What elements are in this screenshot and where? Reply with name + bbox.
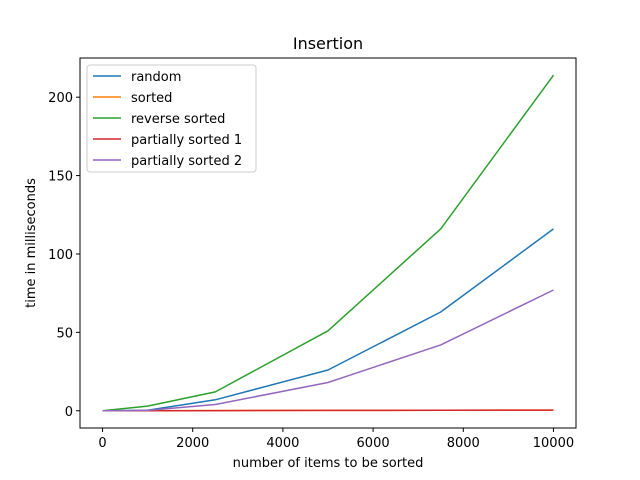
x-axis-ticks: 0 2000 4000 6000 8000 10000 (98, 428, 574, 451)
legend-label-0: random (131, 70, 181, 85)
x-axis-label: number of items to be sorted (233, 456, 424, 471)
x-tick-label: 10000 (533, 436, 574, 451)
legend: random sorted reverse sorted partially sort… (86, 64, 257, 173)
chart-title: Insertion (293, 34, 363, 53)
series-line-4 (102, 289, 554, 412)
legend-box (86, 64, 257, 173)
y-axis-label: time in milliseconds (24, 178, 39, 308)
legend-label-4: partially sorted 2 (131, 154, 242, 169)
y-tick-label: 0 (65, 405, 73, 420)
x-tick-label: 6000 (357, 436, 390, 451)
legend-label-1: sorted (131, 91, 172, 106)
y-tick-label: 150 (48, 170, 73, 185)
x-tick-label: 8000 (447, 436, 480, 451)
y-tick-label: 50 (56, 326, 73, 341)
x-tick-label: 4000 (266, 436, 299, 451)
y-tick-label: 100 (48, 248, 73, 263)
legend-label-2: reverse sorted (131, 112, 225, 127)
series-line-2 (102, 74, 555, 412)
y-tick-label: 200 (48, 91, 73, 106)
y-axis-ticks: 0 50 100 150 200 (48, 91, 80, 420)
series-line-3 (102, 409, 554, 412)
plot-frame (79, 57, 577, 429)
x-tick-label: 2000 (176, 436, 209, 451)
x-tick-label: 0 (98, 436, 106, 451)
legend-label-3: partially sorted 1 (131, 133, 242, 148)
plot-lines (102, 74, 555, 412)
